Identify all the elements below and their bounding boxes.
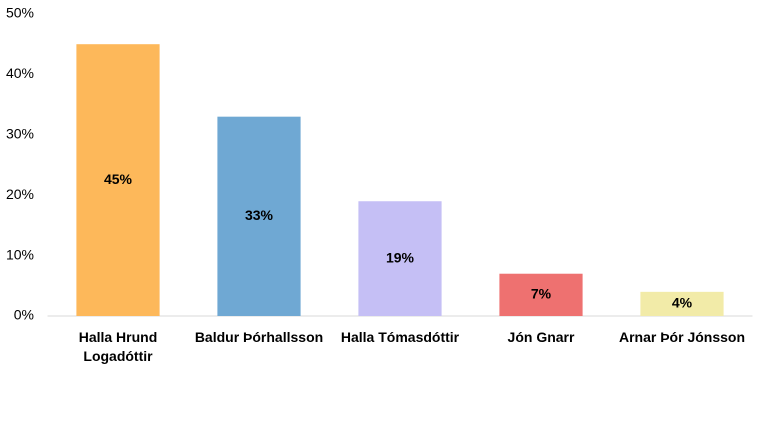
data-label: 7% [531,286,552,302]
data-label: 45% [104,171,133,187]
x-tick-label: Baldur Þórhallsson [194,329,324,345]
y-tick-label: 50% [6,5,34,21]
y-tick-label: 20% [6,186,34,202]
bar [217,116,301,317]
x-tick-label: Halla Tómasdóttir [340,329,460,345]
y-tick-label: 0% [14,307,34,323]
bar [76,44,160,316]
bar [499,273,583,316]
y-tick-label: 10% [6,246,34,262]
y-tick-label: 30% [6,126,34,142]
x-tick-label: Halla Hrund Logadóttir [78,329,158,364]
data-label: 4% [672,295,693,311]
x-tick-label: Arnar Þór Jónsson [618,329,746,345]
y-tick-label: 40% [6,65,34,81]
x-tick-label: Jón Gnarr [507,329,575,345]
bar [358,201,442,316]
bar [640,291,724,316]
data-label: 19% [386,249,415,265]
data-label: 33% [245,207,274,223]
